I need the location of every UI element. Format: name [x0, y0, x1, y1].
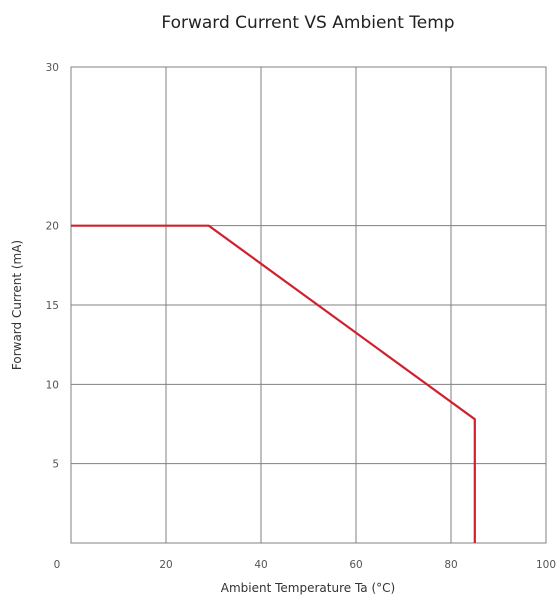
- x-tick-label: 80: [444, 559, 457, 571]
- x-tick-label: 0: [54, 559, 61, 571]
- y-tick-label: 10: [46, 379, 59, 391]
- x-tick-label: 20: [159, 559, 172, 571]
- y-tick-label: 20: [46, 221, 59, 233]
- y-tick-label: 5: [52, 459, 59, 471]
- y-tick-label: 15: [46, 300, 59, 312]
- x-tick-label: 60: [349, 559, 362, 571]
- x-tick-label: 40: [254, 559, 267, 571]
- derating-curve-line: [71, 224, 476, 543]
- chart-title: Forward Current VS Ambient Temp: [161, 13, 454, 33]
- series-layer: [71, 224, 476, 543]
- x-axis-label: Ambient Temperature Ta (°C): [221, 581, 395, 595]
- x-tick-label: 100: [536, 559, 556, 571]
- tick-labels: 0 20 40 60 80 100 5 10 15 20 30: [46, 62, 556, 571]
- y-tick-label: 30: [46, 62, 59, 74]
- y-axis-label: Forward Current (mA): [10, 240, 24, 370]
